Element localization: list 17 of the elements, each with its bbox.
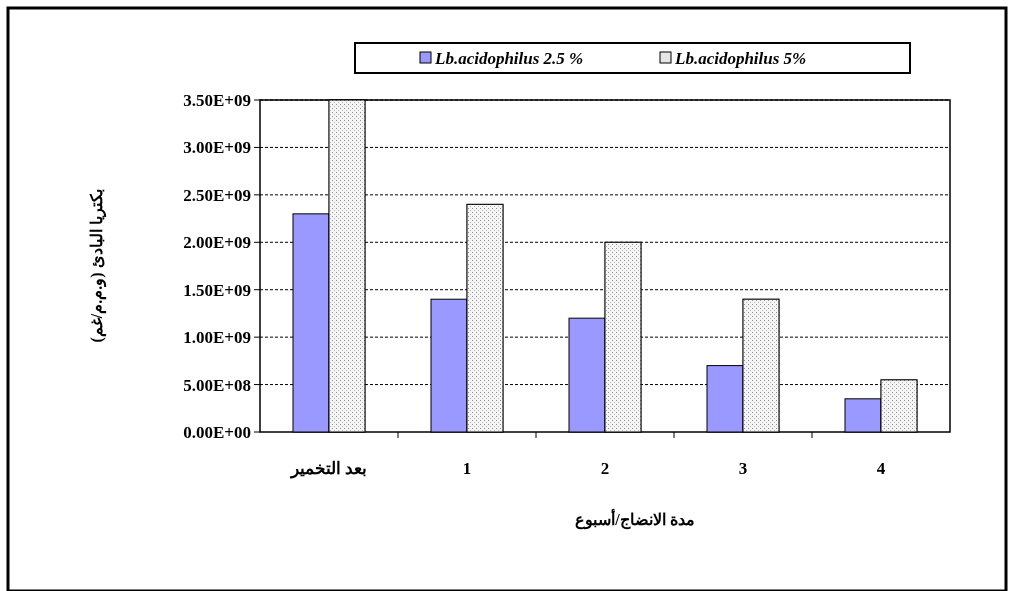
x-tick-label: 2 — [600, 459, 610, 478]
legend-label: Lb.acidophilus 5% — [674, 49, 807, 68]
y-tick-label: 2.50E+09 — [183, 185, 251, 205]
x-axis-title: مدة الانضاج/أسبوع — [575, 508, 695, 530]
y-tick-label: 0.00E+00 — [183, 423, 251, 442]
legend-label: Lb.acidophilus 2.5 % — [434, 49, 584, 68]
y-tick-label: 2.00E+09 — [183, 233, 251, 253]
y-tick-label: 1.50E+09 — [183, 280, 251, 300]
x-tick-label: بعد التخمير — [288, 459, 368, 479]
x-tick-label: 1 — [462, 459, 472, 478]
y-tick-label: 1.00E+09 — [183, 328, 251, 348]
y-axis-title: بكتريا البادئ (و.م.م/غم) — [88, 189, 107, 343]
x-tick-label: 4 — [876, 459, 886, 478]
x-tick-label: 3 — [738, 459, 748, 478]
y-tick-label: 3.00E+09 — [183, 138, 251, 158]
y-tick-label: 5.00E+08 — [183, 375, 251, 395]
y-tick-label: 3.50E+09 — [183, 91, 251, 110]
